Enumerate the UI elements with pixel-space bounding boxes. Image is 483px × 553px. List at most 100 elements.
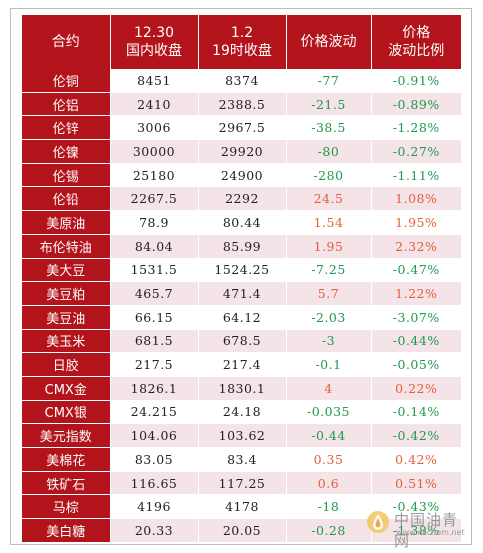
row-change-pct: -0.89% <box>371 92 461 117</box>
table-row: 美豆粕 465.7 471.4 5.7 1.22% <box>22 281 461 306</box>
row-change-pct: 0.42% <box>371 447 461 472</box>
row-close-now: 117.25 <box>198 471 287 496</box>
row-change-pct: -1.11% <box>371 163 461 188</box>
row-price-change: -0.44 <box>286 423 372 448</box>
watermark-url: www.oilchem.net <box>396 528 465 537</box>
row-close-now: 8374 <box>198 69 287 93</box>
row-price-change: 24.5 <box>286 186 372 212</box>
row-price-change: -3 <box>286 329 372 354</box>
table-row: 美大豆 1531.5 1524.25 -7.25 -0.47% <box>22 258 461 283</box>
table-row: CMX银 24.215 24.18 -0.035 -0.14% <box>22 400 461 425</box>
row-close-prev: 104.06 <box>110 423 199 448</box>
row-contract-name: 伦锡 <box>22 163 111 188</box>
header-close-now: 1.2 19时收盘 <box>198 15 287 69</box>
row-change-pct: -0.44% <box>371 329 461 354</box>
row-close-prev: 66.15 <box>110 305 199 330</box>
table-row: 美白糖 20.33 20.05 -0.28 -1.38% <box>22 518 461 543</box>
row-close-prev: 1531.5 <box>110 258 199 283</box>
row-close-prev: 681.5 <box>110 329 199 354</box>
row-change-pct: 1.08% <box>371 186 461 212</box>
row-contract-name: 美豆油 <box>22 305 111 330</box>
row-change-pct: -0.91% <box>371 69 461 93</box>
row-contract-name: 铁矿石 <box>22 471 111 496</box>
watermark-brand: 中国油青网 <box>394 511 459 550</box>
row-close-now: 24.18 <box>198 400 287 425</box>
row-change-pct: 2.32% <box>371 234 461 259</box>
row-close-prev: 25180 <box>110 163 199 188</box>
table-row: 美棉花 83.05 83.4 0.35 0.42% <box>22 447 461 472</box>
row-close-prev: 78.9 <box>110 210 199 235</box>
row-close-now: 85.99 <box>198 234 287 259</box>
row-close-now: 24900 <box>198 163 287 188</box>
row-contract-name: 伦铅 <box>22 186 111 212</box>
row-change-pct: -0.27% <box>371 139 461 164</box>
row-change-pct: -0.43% <box>371 494 461 520</box>
row-change-pct: 0.51% <box>371 471 461 496</box>
row-price-change: 0.35 <box>286 447 372 472</box>
row-change-pct: 1.22% <box>371 281 461 306</box>
row-contract-name: 美元指数 <box>22 423 111 448</box>
row-close-now: 2292 <box>198 186 287 212</box>
row-contract-name: 美豆粕 <box>22 281 111 306</box>
row-close-prev: 217.5 <box>110 352 199 377</box>
table-row: 铁矿石 116.65 117.25 0.6 0.51% <box>22 471 461 496</box>
row-change-pct: 0.22% <box>371 376 461 401</box>
row-close-prev: 1826.1 <box>110 376 199 401</box>
row-close-now: 64.12 <box>198 305 287 330</box>
row-contract-name: 美棉花 <box>22 447 111 472</box>
row-close-now: 471.4 <box>198 281 287 306</box>
row-contract-name: 美大豆 <box>22 258 111 283</box>
row-price-change: -0.28 <box>286 518 372 543</box>
table-row: 日胶 217.5 217.4 -0.1 -0.05% <box>22 352 461 377</box>
row-contract-name: 布伦特油 <box>22 234 111 259</box>
row-contract-name: 伦镍 <box>22 139 111 164</box>
row-contract-name: 日胶 <box>22 352 111 377</box>
table-row: 伦铝 2410 2388.5 -21.5 -0.89% <box>22 92 461 117</box>
row-contract-name: 伦锌 <box>22 115 111 141</box>
row-change-pct: -3.07% <box>371 305 461 330</box>
table-row: 美元指数 104.06 103.62 -0.44 -0.42% <box>22 423 461 448</box>
row-price-change: -2.03 <box>286 305 372 330</box>
table-row: 伦锡 25180 24900 -280 -1.11% <box>22 163 461 188</box>
row-close-now: 2967.5 <box>198 115 287 141</box>
table-row: 美原油 78.9 80.44 1.54 1.95% <box>22 210 461 235</box>
price-table: 合约 12.30 国内收盘 1.2 19时收盘 价格波动 价格 波动比例 伦铜 8… <box>22 15 461 543</box>
row-contract-name: 马棕 <box>22 494 111 520</box>
row-price-change: 1.54 <box>286 210 372 235</box>
table-row: 伦镍 30000 29920 -80 -0.27% <box>22 139 461 164</box>
row-close-now: 678.5 <box>198 329 287 354</box>
row-close-prev: 83.05 <box>110 447 199 472</box>
row-close-prev: 116.65 <box>110 471 199 496</box>
row-close-prev: 465.7 <box>110 281 199 306</box>
row-price-change: -38.5 <box>286 115 372 141</box>
row-price-change: -7.25 <box>286 258 372 283</box>
row-close-prev: 2410 <box>110 92 199 117</box>
row-price-change: -18 <box>286 494 372 520</box>
row-close-prev: 20.33 <box>110 518 199 543</box>
row-close-prev: 84.04 <box>110 234 199 259</box>
row-contract-name: 美原油 <box>22 210 111 235</box>
table-row: CMX金 1826.1 1830.1 4 0.22% <box>22 376 461 401</box>
row-close-now: 29920 <box>198 139 287 164</box>
row-change-pct: -0.42% <box>371 423 461 448</box>
row-close-prev: 2267.5 <box>110 186 199 212</box>
row-contract-name: 伦铝 <box>22 92 111 117</box>
header-price-change: 价格波动 <box>286 15 372 69</box>
row-close-prev: 3006 <box>110 115 199 141</box>
table-row: 布伦特油 84.04 85.99 1.95 2.32% <box>22 234 461 259</box>
row-close-now: 217.4 <box>198 352 287 377</box>
row-contract-name: 伦铜 <box>22 69 111 93</box>
table-row: 美玉米 681.5 678.5 -3 -0.44% <box>22 329 461 354</box>
row-price-change: -77 <box>286 69 372 93</box>
table-row: 美豆油 66.15 64.12 -2.03 -3.07% <box>22 305 461 330</box>
table-header-row: 合约 12.30 国内收盘 1.2 19时收盘 价格波动 价格 波动比例 <box>22 15 461 69</box>
oil-drop-logo-icon <box>367 511 389 533</box>
row-price-change: -80 <box>286 139 372 164</box>
header-change-pct: 价格 波动比例 <box>371 15 461 69</box>
table-row: 马棕 4196 4178 -18 -0.43% <box>22 494 461 520</box>
header-close-prev: 12.30 国内收盘 <box>110 15 199 69</box>
table-row: 伦铜 8451 8374 -77 -0.91% <box>22 69 461 93</box>
row-close-prev: 8451 <box>110 69 199 93</box>
row-price-change: -280 <box>286 163 372 188</box>
row-close-now: 1830.1 <box>198 376 287 401</box>
